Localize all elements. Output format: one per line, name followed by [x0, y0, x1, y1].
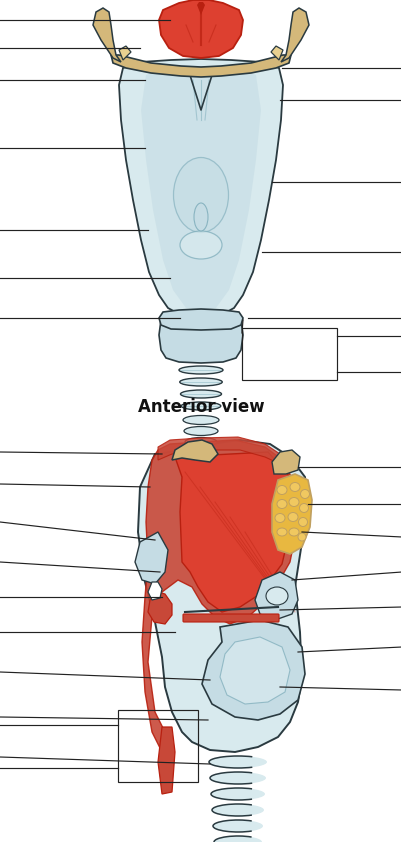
Ellipse shape [181, 402, 220, 410]
Ellipse shape [287, 513, 297, 521]
Polygon shape [119, 46, 131, 60]
FancyBboxPatch shape [182, 614, 278, 622]
Ellipse shape [182, 415, 219, 424]
Ellipse shape [211, 804, 263, 816]
Ellipse shape [213, 820, 262, 832]
Polygon shape [159, 309, 242, 330]
Polygon shape [280, 8, 308, 62]
Ellipse shape [289, 482, 299, 492]
Text: Anterior view: Anterior view [138, 398, 263, 416]
Polygon shape [254, 572, 297, 620]
Ellipse shape [265, 587, 287, 605]
Ellipse shape [297, 533, 305, 541]
Polygon shape [138, 440, 307, 752]
Ellipse shape [274, 514, 284, 523]
Ellipse shape [276, 486, 286, 494]
Ellipse shape [194, 203, 207, 231]
Ellipse shape [276, 528, 286, 536]
Polygon shape [119, 59, 282, 316]
Polygon shape [159, 0, 242, 58]
Polygon shape [148, 592, 172, 624]
Polygon shape [196, 2, 205, 15]
Polygon shape [172, 440, 217, 462]
Ellipse shape [209, 772, 265, 784]
Ellipse shape [211, 788, 264, 800]
Ellipse shape [178, 366, 223, 374]
Ellipse shape [184, 438, 217, 446]
FancyBboxPatch shape [0, 0, 401, 415]
Ellipse shape [209, 756, 266, 768]
Ellipse shape [173, 157, 228, 232]
Ellipse shape [213, 836, 261, 842]
Polygon shape [219, 637, 289, 704]
Ellipse shape [300, 489, 309, 498]
Polygon shape [93, 8, 121, 62]
Ellipse shape [288, 528, 298, 536]
Ellipse shape [180, 231, 221, 259]
Polygon shape [159, 315, 242, 363]
Polygon shape [271, 474, 311, 554]
Polygon shape [158, 437, 279, 464]
Polygon shape [142, 440, 297, 752]
Ellipse shape [180, 390, 221, 398]
Ellipse shape [184, 427, 217, 435]
Ellipse shape [288, 498, 298, 507]
Polygon shape [158, 727, 174, 794]
Polygon shape [174, 452, 291, 612]
Ellipse shape [179, 378, 222, 386]
Ellipse shape [299, 504, 308, 513]
Polygon shape [271, 450, 299, 474]
Polygon shape [135, 532, 168, 584]
Polygon shape [141, 67, 260, 310]
Ellipse shape [298, 518, 307, 526]
Polygon shape [201, 620, 304, 720]
Polygon shape [111, 55, 290, 77]
Polygon shape [148, 582, 162, 600]
Ellipse shape [276, 499, 286, 509]
Polygon shape [270, 46, 282, 60]
